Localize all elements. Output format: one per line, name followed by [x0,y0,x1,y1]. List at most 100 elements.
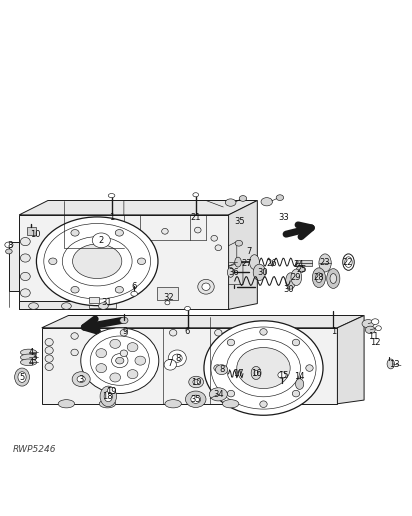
Text: 33: 33 [279,213,289,222]
Text: 30: 30 [283,285,293,294]
Ellipse shape [21,272,30,281]
Ellipse shape [165,400,181,408]
Ellipse shape [71,349,78,356]
Polygon shape [19,215,229,309]
Polygon shape [42,328,337,404]
Ellipse shape [98,303,108,309]
Text: 27: 27 [242,259,253,268]
Text: 17: 17 [234,369,244,378]
Ellipse shape [250,255,260,269]
Ellipse shape [191,395,201,404]
Bar [295,260,312,266]
Ellipse shape [127,343,138,352]
Text: 7: 7 [167,360,173,368]
Ellipse shape [296,266,304,273]
Text: 29: 29 [290,273,301,282]
Ellipse shape [120,329,128,336]
Text: 8: 8 [219,365,224,374]
Ellipse shape [185,391,206,408]
Polygon shape [9,241,19,291]
Ellipse shape [5,242,13,248]
Ellipse shape [127,369,138,379]
Ellipse shape [71,333,78,340]
Ellipse shape [204,321,323,415]
Ellipse shape [169,329,177,336]
Text: 25: 25 [296,265,307,274]
Ellipse shape [327,269,340,288]
Ellipse shape [45,338,53,346]
Ellipse shape [168,350,186,366]
Ellipse shape [312,268,325,287]
Text: 19: 19 [106,387,117,396]
Ellipse shape [45,355,53,362]
Ellipse shape [276,195,283,201]
Ellipse shape [71,286,79,293]
Ellipse shape [316,273,322,283]
Ellipse shape [110,340,121,348]
Ellipse shape [215,329,222,336]
Ellipse shape [211,327,316,409]
Ellipse shape [110,373,121,382]
Ellipse shape [225,199,236,206]
Text: 6: 6 [131,282,137,291]
Ellipse shape [215,365,228,375]
Ellipse shape [21,289,30,297]
Text: 28: 28 [314,273,324,282]
Ellipse shape [286,273,295,289]
Ellipse shape [330,273,337,283]
Ellipse shape [193,380,199,384]
Ellipse shape [120,350,128,357]
Ellipse shape [164,360,176,370]
Ellipse shape [116,358,124,364]
Text: 3: 3 [79,375,84,383]
Ellipse shape [292,390,300,397]
Ellipse shape [21,349,37,356]
Polygon shape [19,301,103,309]
Ellipse shape [235,240,243,246]
Text: 8: 8 [176,354,181,363]
Ellipse shape [131,291,138,296]
Text: 22: 22 [342,257,353,267]
Ellipse shape [21,354,37,361]
Ellipse shape [21,237,30,246]
Ellipse shape [49,258,57,265]
Text: 3: 3 [32,353,37,362]
Ellipse shape [387,359,394,369]
Ellipse shape [292,339,300,346]
Ellipse shape [112,353,128,367]
Ellipse shape [215,245,222,251]
Ellipse shape [189,376,204,388]
Text: 11: 11 [368,332,379,342]
Ellipse shape [345,257,352,267]
Ellipse shape [365,326,375,333]
Text: 1: 1 [331,328,336,336]
Ellipse shape [227,390,235,397]
Ellipse shape [15,368,29,386]
Ellipse shape [194,227,201,233]
Text: 5: 5 [19,373,25,381]
Ellipse shape [81,328,159,394]
Ellipse shape [291,269,302,285]
Text: 10: 10 [30,230,41,239]
Ellipse shape [227,340,300,397]
Text: 13: 13 [389,360,399,369]
Text: 26: 26 [267,259,277,268]
Text: 15: 15 [278,370,288,380]
Ellipse shape [278,372,286,378]
Ellipse shape [45,347,53,354]
Text: 4: 4 [29,348,34,357]
Ellipse shape [92,233,110,248]
Ellipse shape [90,336,149,385]
Ellipse shape [115,230,124,236]
Ellipse shape [306,365,313,372]
Bar [157,287,178,300]
Ellipse shape [193,192,199,197]
Text: RWP5246: RWP5246 [13,445,56,454]
Polygon shape [19,201,258,215]
Ellipse shape [227,339,235,346]
Ellipse shape [372,319,379,325]
Text: 23: 23 [320,257,330,267]
Text: 9: 9 [122,328,127,336]
Ellipse shape [261,198,272,206]
Ellipse shape [6,249,12,254]
